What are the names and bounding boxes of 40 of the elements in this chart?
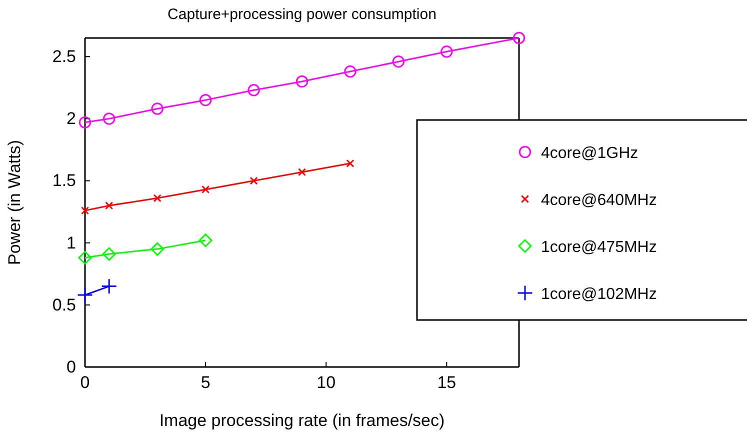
point bbox=[151, 102, 164, 115]
point bbox=[199, 94, 212, 106]
chart-title: Capture+processing power consumption bbox=[168, 6, 436, 23]
y-tick-label: 1 bbox=[66, 233, 76, 252]
x-tick-label: 5 bbox=[200, 373, 210, 392]
point bbox=[153, 194, 162, 202]
point bbox=[346, 159, 354, 168]
point bbox=[250, 176, 258, 185]
point bbox=[103, 112, 116, 125]
legend-label: 4core@1GHz bbox=[541, 145, 638, 162]
point bbox=[392, 55, 405, 68]
x-axis-title: Image processing rate (in frames/sec) bbox=[159, 411, 445, 430]
y-tick-label: 1.5 bbox=[52, 171, 76, 190]
y-axis-title: Power (in Watts) bbox=[5, 140, 24, 266]
y-tick-label: 2 bbox=[66, 109, 76, 128]
point bbox=[102, 247, 116, 261]
point bbox=[101, 278, 118, 294]
point bbox=[105, 202, 114, 210]
x-tick-label: 0 bbox=[80, 373, 90, 392]
point bbox=[80, 206, 90, 215]
y-tick-label: 0.5 bbox=[52, 295, 76, 314]
point bbox=[150, 242, 164, 256]
legend-label: 1core@102MHz bbox=[541, 286, 657, 303]
point bbox=[344, 65, 356, 78]
point bbox=[512, 32, 526, 44]
legend-label: 1core@475MHz bbox=[541, 239, 657, 256]
point bbox=[440, 46, 453, 58]
point bbox=[78, 116, 92, 129]
point bbox=[202, 185, 210, 194]
point bbox=[298, 168, 306, 176]
x-tick-label: 10 bbox=[316, 373, 336, 392]
x-tick-label: 15 bbox=[437, 373, 456, 392]
point bbox=[248, 84, 260, 96]
y-tick-label: 2.5 bbox=[52, 47, 76, 66]
y-tick-label: 0 bbox=[66, 357, 76, 376]
legend-label: 4core@640MHz bbox=[541, 192, 657, 209]
point bbox=[78, 250, 92, 264]
point bbox=[198, 234, 212, 248]
point bbox=[77, 287, 93, 303]
point bbox=[296, 75, 308, 88]
